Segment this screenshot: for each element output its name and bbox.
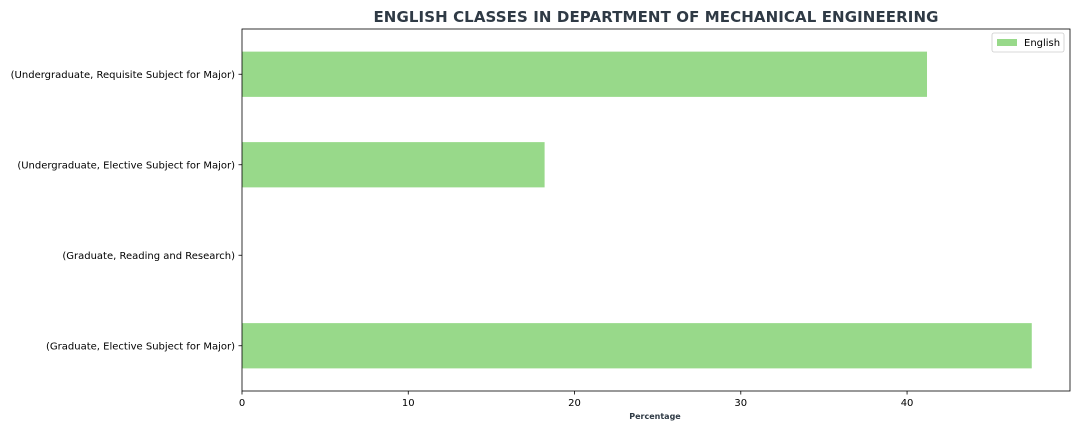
x-tick-label-3: 30 — [734, 398, 747, 409]
legend-box — [991, 32, 1065, 53]
bar-1 — [242, 142, 545, 188]
bar-3 — [242, 323, 1032, 369]
x-axis-label: Percentage — [629, 412, 681, 421]
chart-title: ENGLISH CLASSES IN DEPARTMENT OF MECHANI… — [373, 8, 939, 26]
plot-frame — [241, 28, 1071, 392]
legend-label-english: English — [1024, 38, 1060, 49]
y-tick-label-1: (Undergraduate, Elective Subject for Maj… — [17, 160, 235, 171]
bar-0 — [242, 51, 928, 97]
legend: English — [991, 32, 1065, 53]
x-tick-label-2: 20 — [568, 398, 581, 409]
bars-layer — [242, 51, 1032, 369]
x-tick-label-4: 40 — [901, 398, 914, 409]
y-tick-label-0: (Undergraduate, Requisite Subject for Ma… — [11, 70, 235, 81]
x-tick-label-0: 0 — [239, 398, 245, 409]
y-tick-label-3: (Graduate, Elective Subject for Major) — [46, 341, 235, 352]
x-tick-label-1: 10 — [402, 398, 415, 409]
y-tick-label-2: (Graduate, Reading and Research) — [62, 251, 235, 262]
axes-layer: (Undergraduate, Requisite Subject for Ma… — [11, 28, 1071, 421]
legend-swatch-english — [997, 39, 1017, 46]
